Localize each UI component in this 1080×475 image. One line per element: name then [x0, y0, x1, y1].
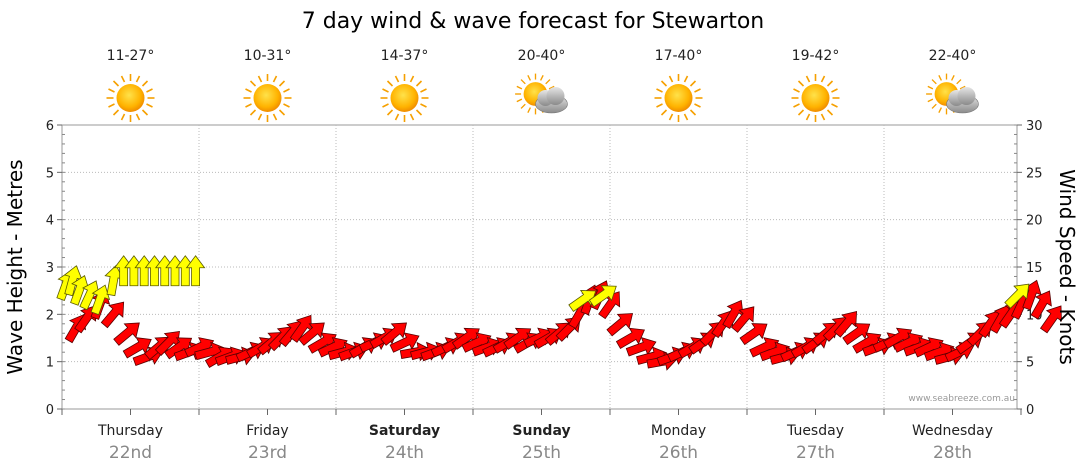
y-right-tick-label: 20 [1026, 214, 1043, 229]
partly-cloudy-icon [515, 74, 567, 115]
y-left-tick-label: 3 [46, 261, 54, 276]
wind-arrow [1030, 290, 1052, 320]
sun-icon [790, 73, 841, 123]
y-axis-right-label: Wind Speed - Knots [1055, 169, 1079, 365]
day-name: Thursday [97, 423, 163, 439]
wave-arrow [568, 290, 597, 312]
day-date: 26th [659, 443, 698, 463]
wind-arrow [730, 306, 755, 333]
data-points [56, 255, 1062, 371]
y-right-tick-label: 15 [1026, 261, 1043, 276]
wind-arrow [100, 301, 125, 329]
day-name: Friday [246, 423, 288, 439]
day-name: Sunday [512, 423, 570, 439]
day-temp: 22-40° [929, 48, 977, 64]
gridlines [62, 125, 1017, 409]
y-left-tick-label: 5 [46, 166, 54, 181]
wind-arrow [1039, 305, 1062, 334]
y-right-tick-label: 25 [1026, 166, 1043, 181]
chart-title: 7 day wind & wave forecast for Stewarton [302, 9, 765, 34]
day-date: 25th [522, 443, 561, 463]
day-name: Wednesday [912, 423, 993, 439]
partly-cloudy-icon [926, 74, 978, 115]
wave-arrow [185, 255, 206, 287]
day-temp: 10-31° [244, 48, 292, 64]
y-axis-left-label: Wave Height - Metres [3, 159, 27, 374]
credit-text: www.seabreeze.com.au [908, 394, 1015, 404]
wind-arrow [833, 311, 858, 338]
wind-arrow [842, 323, 871, 346]
y-left-tick-label: 1 [46, 356, 54, 371]
day-temp: 17-40° [655, 48, 703, 64]
day-temp: 14-37° [381, 48, 429, 64]
day-labels: Thursday 22nd Friday 23rd Saturday 24th Sunday… [97, 423, 993, 463]
wave-arrow [90, 284, 111, 316]
day-date: 22nd [109, 443, 152, 463]
wind-arrow [298, 322, 325, 346]
day-temperatures: 11-27° 10-31° 14-37° 20-40° 17-40° 19-42° 22-4… [107, 48, 977, 64]
wave-arrow [1004, 283, 1030, 309]
y-right-tick-label: 0 [1026, 403, 1034, 418]
day-temp: 19-42° [792, 48, 840, 64]
y-left-tick-label: 4 [46, 214, 54, 229]
day-temp: 20-40° [518, 48, 566, 64]
day-date: 28th [933, 443, 972, 463]
day-temp: 11-27° [107, 48, 155, 64]
y-left-tick-label: 2 [46, 308, 54, 323]
wind-arrow [615, 327, 645, 350]
wind-arrow [122, 337, 152, 359]
wind-arrow [606, 313, 634, 337]
y-left-tick-label: 6 [46, 119, 54, 134]
wind-arrow [74, 305, 97, 334]
sun-icon [653, 73, 704, 123]
y-left-tick-label: 0 [46, 403, 54, 418]
day-name: Saturday [369, 423, 440, 439]
wave-arrow [588, 285, 617, 308]
sun-icon [379, 73, 430, 123]
day-name: Monday [651, 423, 706, 439]
wind-arrow [739, 323, 768, 346]
sun-icon [105, 73, 156, 123]
y-right-tick-label: 30 [1026, 119, 1043, 134]
day-name: Tuesday [786, 423, 844, 439]
wind-arrow [113, 322, 140, 346]
day-date: 27th [796, 443, 835, 463]
day-date: 24th [385, 443, 424, 463]
sun-icon [242, 73, 293, 123]
day-date: 23rd [248, 443, 287, 463]
weather-icons [105, 73, 979, 123]
wind-arrow [380, 322, 407, 346]
y-right-tick-label: 5 [1026, 356, 1034, 371]
